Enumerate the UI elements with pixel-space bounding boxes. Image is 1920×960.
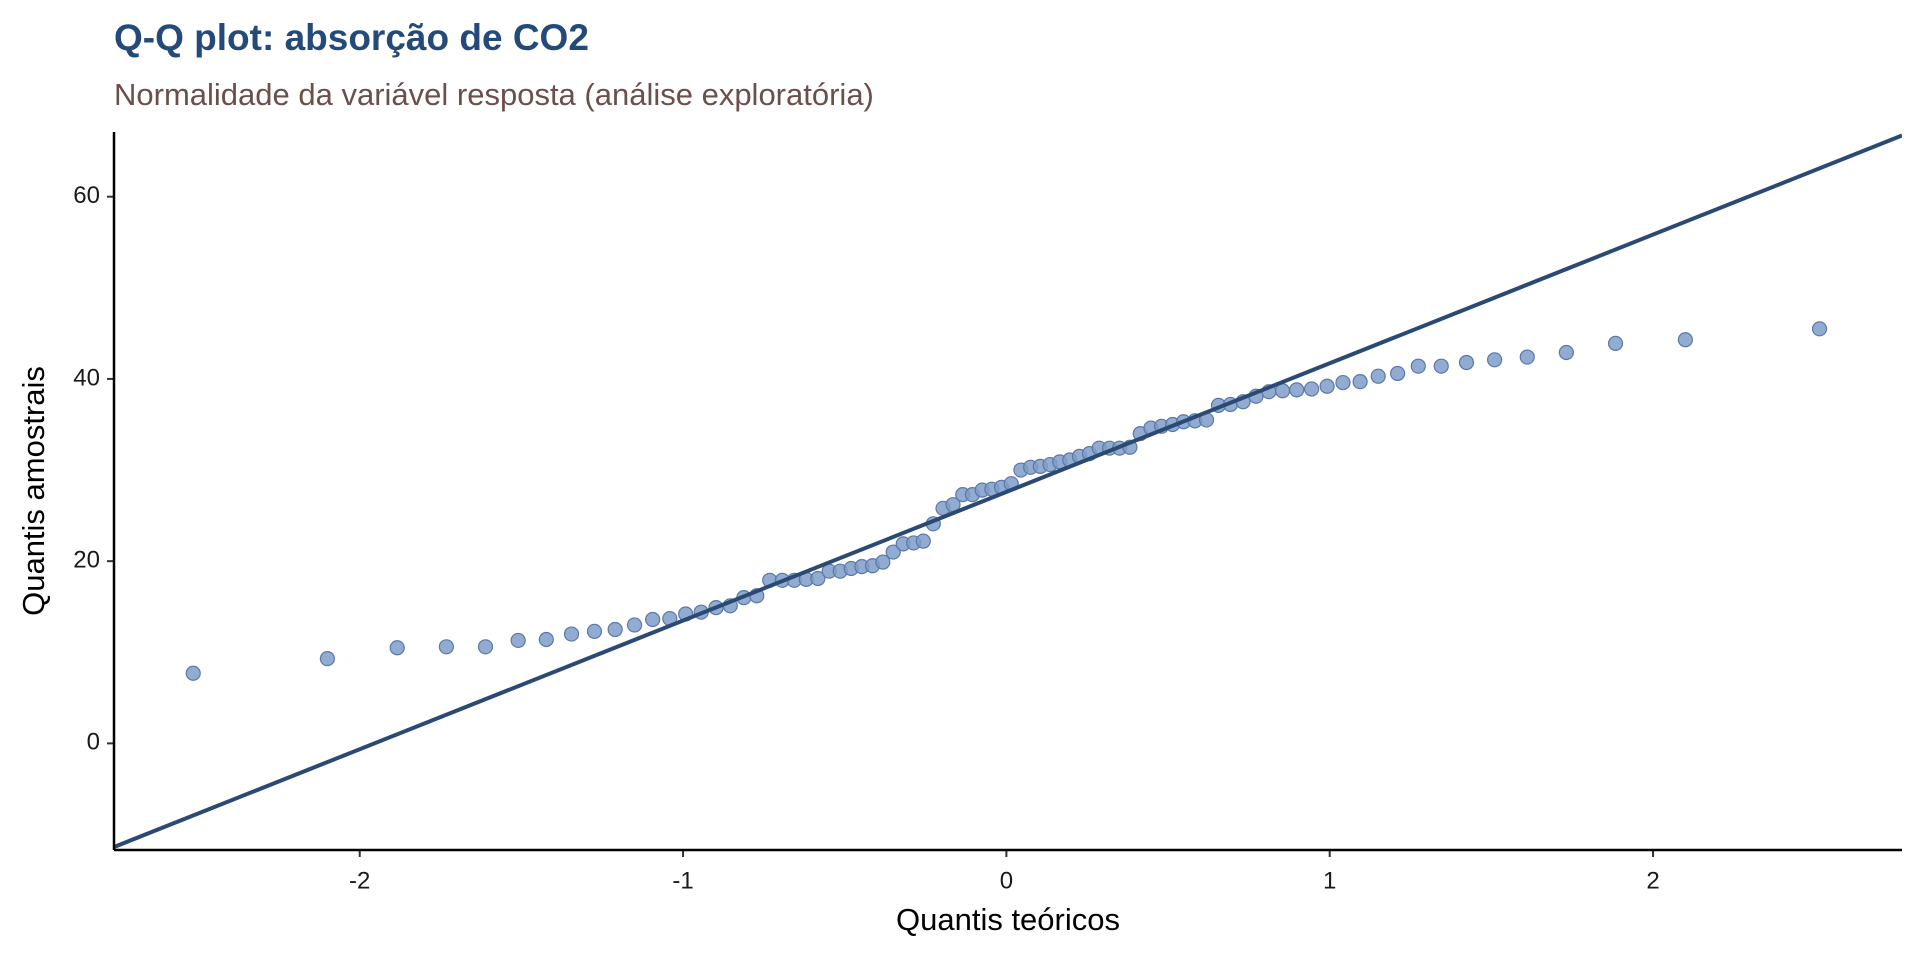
point [1352, 374, 1368, 390]
point [1390, 365, 1406, 382]
point [1289, 382, 1305, 398]
chart-subtitle: Normalidade da variável resposta (anális… [114, 77, 874, 112]
point [1370, 368, 1386, 384]
point [538, 631, 554, 648]
point [1304, 381, 1320, 397]
point [1319, 378, 1335, 394]
point [1811, 321, 1828, 337]
point [1677, 332, 1693, 348]
point [915, 533, 931, 549]
point [1519, 349, 1535, 365]
point [607, 621, 623, 638]
point [626, 617, 643, 633]
point [645, 611, 661, 628]
y-tick-label: 20 [73, 547, 100, 574]
point [1410, 358, 1426, 374]
point [1433, 358, 1449, 374]
point [810, 570, 826, 587]
point [510, 632, 526, 649]
x-tick-label: 2 [1646, 867, 1659, 894]
point [1458, 354, 1475, 371]
x-tick-label: 0 [1000, 867, 1013, 894]
point [477, 639, 494, 655]
reference-line [114, 133, 1902, 849]
x-tick-label: -2 [349, 867, 370, 894]
point [885, 544, 901, 560]
x-tick-label: 1 [1323, 867, 1336, 894]
point [1607, 335, 1624, 351]
plot-area [114, 133, 1902, 849]
y-tick-label: 0 [87, 729, 100, 756]
point [1335, 374, 1351, 391]
point [389, 640, 405, 656]
point [586, 623, 603, 639]
y-tick-label: 60 [73, 182, 100, 209]
chart-title: Q-Q plot: absorção de CO2 [114, 17, 589, 58]
point [185, 665, 201, 681]
point [1487, 352, 1503, 368]
y-axis-title: Quantis amostrais [16, 366, 51, 616]
y-tick-label: 40 [73, 364, 100, 391]
point [1558, 344, 1574, 361]
point [438, 639, 454, 655]
point [875, 554, 891, 570]
x-tick-label: -1 [672, 867, 693, 894]
point [563, 626, 580, 642]
x-axis-title: Quantis teóricos [896, 902, 1120, 937]
point [319, 651, 335, 667]
